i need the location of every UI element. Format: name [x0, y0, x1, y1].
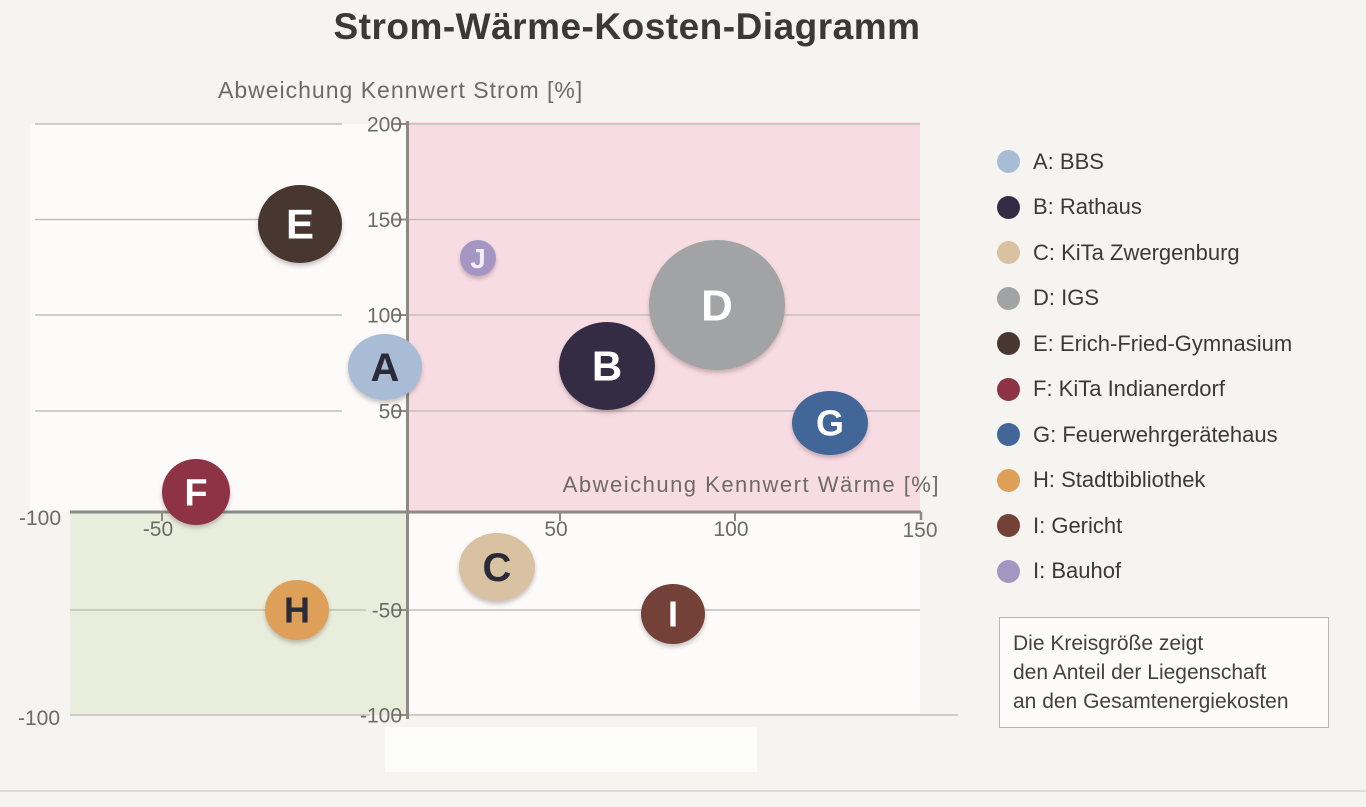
legend-item-H: H: Stadtbibliothek — [997, 458, 1292, 504]
legend-label-J: I: Bauhof — [1033, 558, 1122, 584]
legend-label-C: C: KiTa Zwergenburg — [1033, 239, 1240, 265]
legend-label-B: B: Rathaus — [1033, 194, 1142, 220]
legend-dot-E — [997, 332, 1020, 356]
legend-label-A: A: BBS — [1033, 148, 1104, 174]
legend-item-I: I: Gericht — [997, 503, 1292, 549]
legend-label-H: H: Stadtbibliothek — [1033, 467, 1206, 493]
note-line-3: an den Gesamtenergiekosten — [1013, 690, 1289, 713]
note-line-1: Die Kreisgröße zeigt — [1013, 632, 1204, 655]
legend-label-D: D: IGS — [1033, 285, 1100, 311]
legend-label-G: G: Feuerwehrgerätehaus — [1033, 421, 1278, 447]
lower-left-quadrant-green — [70, 512, 408, 715]
legend-dot-G — [997, 423, 1020, 447]
bubble-C — [459, 533, 535, 601]
bubble-A — [348, 334, 422, 400]
legend-dot-J — [997, 559, 1020, 583]
upper-left-quadrant — [30, 124, 408, 512]
bubble-D — [649, 240, 785, 370]
bubble-label-C: C — [483, 546, 512, 590]
y-tick-label--100: -100 — [360, 705, 402, 728]
bubble-label-G: G — [816, 403, 844, 444]
bottom-separator-line — [0, 790, 1366, 792]
bubble-J — [460, 240, 496, 276]
x-axis-label: Abweichung Kennwert Wärme [%] — [562, 472, 940, 497]
y-axis-label: Abweichung Kennwert Strom [%] — [218, 77, 584, 103]
bubble-label-A: A — [371, 346, 400, 390]
bubble-I — [641, 584, 705, 644]
y-tick-label-150: 150 — [367, 209, 402, 232]
note-line-2: den Anteil der Liegenschaft — [1013, 661, 1267, 684]
bubble-F — [162, 459, 230, 525]
x-tick-label-150: 150 — [902, 519, 937, 542]
bubble-H — [265, 580, 329, 640]
bubble-label-F: F — [184, 472, 207, 514]
y-tick-label-100: 100 — [367, 305, 402, 328]
bubble-label-J: J — [470, 243, 486, 274]
y-tick-label-50: 50 — [379, 401, 402, 424]
y-tick-label-200: 200 — [367, 114, 402, 137]
legend-label-F: F: KiTa Indianerdorf — [1033, 376, 1225, 402]
bubble-size-note: Die Kreisgröße zeigt den Anteil der Lieg… — [999, 617, 1329, 728]
bubble-label-I: I — [668, 594, 678, 635]
legend-item-B: B: Rathaus — [997, 185, 1292, 231]
legend-label-I: I: Gericht — [1033, 512, 1123, 538]
legend-item-J: I: Bauhof — [997, 549, 1292, 595]
legend-dot-B — [997, 195, 1020, 219]
legend-item-E: E: Erich-Fried-Gymnasium — [997, 321, 1292, 367]
legend-dot-I — [997, 514, 1020, 538]
blank-label-area — [385, 727, 757, 772]
legend-dot-H — [997, 468, 1020, 492]
bubble-label-B: B — [592, 343, 622, 390]
legend-dot-C — [997, 241, 1020, 265]
legend-item-A: A: BBS — [997, 139, 1292, 185]
chart-title: Strom-Wärme-Kosten-Diagramm — [333, 6, 921, 47]
bubble-label-D: D — [701, 281, 733, 330]
legend-item-D: D: IGS — [997, 276, 1292, 322]
bubble-G — [792, 391, 868, 455]
bubble-label-E: E — [286, 201, 314, 248]
legend-label-E: E: Erich-Fried-Gymnasium — [1033, 330, 1293, 356]
x-tick-label-50: 50 — [544, 518, 567, 541]
x-tick-label--100: -100 — [19, 507, 61, 530]
legend-dot-A — [997, 150, 1020, 174]
legend-dot-F — [997, 377, 1020, 401]
legend-item-G: G: Feuerwehrgerätehaus — [997, 412, 1292, 458]
bubble-label-H: H — [284, 590, 310, 631]
y-tick-label--50: -50 — [372, 600, 402, 623]
legend-dot-D — [997, 286, 1020, 310]
bubble-B — [559, 322, 655, 410]
y-tick-label-left--100: -100 — [18, 707, 60, 730]
legend-item-F: F: KiTa Indianerdorf — [997, 367, 1292, 413]
legend-item-C: C: KiTa Zwergenburg — [997, 230, 1292, 276]
bubble-E — [258, 185, 342, 263]
legend: A: BBS B: Rathaus C: KiTa Zwergenburg D: IG… — [997, 139, 1292, 594]
x-tick-label--50: -50 — [143, 518, 173, 541]
x-tick-label-100: 100 — [713, 518, 748, 541]
